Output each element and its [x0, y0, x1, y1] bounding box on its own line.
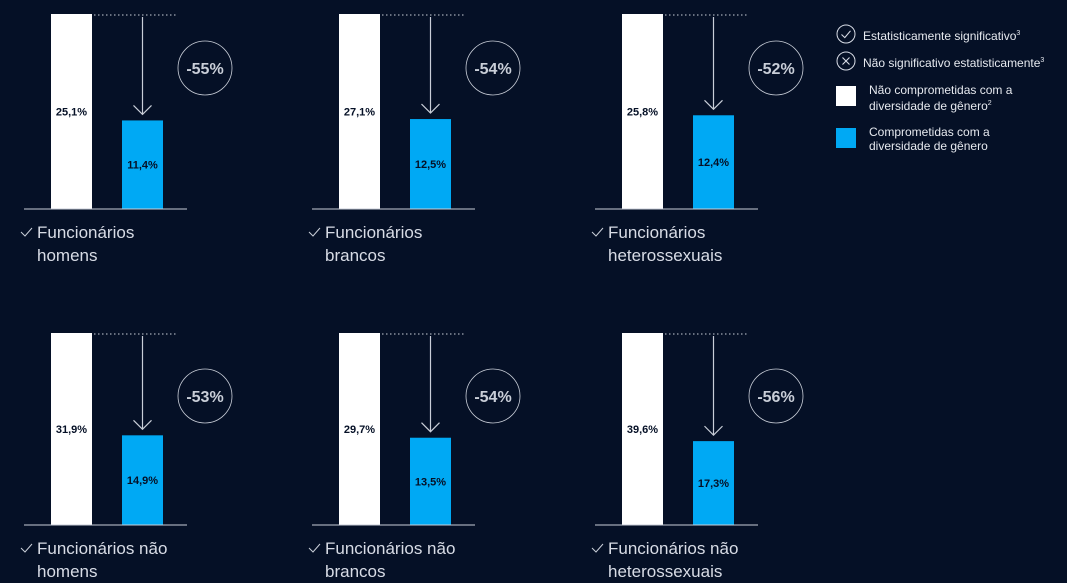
- panel-6-value-before: 39,6%: [627, 424, 658, 436]
- legend: Estatisticamente significativo3 Não sign…: [836, 24, 1067, 153]
- panel-3-bar-before: [622, 14, 663, 209]
- panel-2-label-line1: Funcionários: [325, 223, 422, 242]
- panel-4-bar-after: [122, 435, 163, 525]
- panel-1-arrow-head: [133, 105, 152, 116]
- panel-5-value-before: 29,7%: [344, 424, 375, 436]
- panel-6-label-line1: Funcionários não: [608, 539, 738, 558]
- panel-3-arrow-head: [704, 99, 723, 111]
- panel-1-label-line1: Funcionários: [37, 223, 134, 242]
- panel-1-value-after: 11,4%: [127, 160, 158, 172]
- panel-5-bar-after: [410, 437, 451, 525]
- panel-2-change-label: -54%: [474, 61, 511, 78]
- panel-3-bar-after: [693, 115, 734, 209]
- panel-4-check-icon: [20, 543, 33, 553]
- panel-1-change-circle: [177, 40, 233, 96]
- panel-5-label-line1: Funcionários não: [325, 539, 455, 558]
- panel-1-label-line2: homens: [37, 246, 97, 265]
- panel-3-change-label: -52%: [757, 61, 794, 78]
- panel-6-bar-before: [622, 333, 663, 525]
- legend-item-not-committed: Não comprometidas com a diversidade de g…: [836, 83, 1067, 113]
- panel-4-value-after: 14,9%: [127, 475, 158, 487]
- panel-1-check-icon: [20, 227, 33, 237]
- legend-label-committed: Comprometidas com a diversidade de gêner…: [869, 125, 990, 153]
- panel-5-arrow-head: [421, 422, 440, 433]
- panel-2-arrow-head: [421, 103, 440, 114]
- panel-2-bar-after: [410, 119, 451, 209]
- panel-6-change-label: -56%: [757, 389, 794, 406]
- panel-4-change-label: -53%: [186, 389, 223, 406]
- panel-5-change-circle: [465, 368, 521, 424]
- panel-4-change-circle: [177, 368, 233, 424]
- legend-item-significant: Estatisticamente significativo3: [836, 24, 1067, 44]
- legend-swatch-committed: [836, 128, 856, 148]
- panel-2-check-icon: [308, 227, 321, 237]
- legend-label-not-committed: Não comprometidas com a diversidade de g…: [869, 83, 1013, 113]
- panel-5-bar-before: [339, 333, 380, 525]
- panel-5-change-label: -54%: [474, 389, 511, 406]
- panel-6-change-circle: [748, 368, 804, 424]
- panel-2-bar-before: [339, 14, 380, 209]
- check-circle-icon: [836, 24, 856, 44]
- panel-4-arrow-head: [133, 419, 152, 431]
- panel-1-value-before: 25,1%: [56, 107, 87, 119]
- panel-6-check-icon: [591, 543, 604, 553]
- panel-6-value-after: 17,3%: [698, 478, 729, 490]
- legend-item-committed: Comprometidas com a diversidade de gêner…: [836, 125, 1067, 153]
- panel-5-check-icon: [308, 543, 321, 553]
- panel-4-label-line2: homens: [37, 562, 97, 581]
- panel-1-bar-after: [122, 120, 163, 209]
- x-circle-icon: [836, 51, 856, 71]
- panel-6-arrow-head: [704, 425, 723, 436]
- panel-3-label-line1: Funcionários: [608, 223, 705, 242]
- panel-5-value-after: 13,5%: [415, 476, 446, 488]
- panel-3-value-after: 12,4%: [698, 157, 729, 169]
- legend-item-not-significant: Não significativo estatisticamente3: [836, 51, 1067, 71]
- panel-3-label-line2: heterossexuais: [608, 246, 722, 265]
- panel-2-change-circle: [465, 40, 521, 96]
- panel-3-check-icon: [591, 227, 604, 237]
- panel-1-change-label: -55%: [186, 61, 223, 78]
- legend-swatch-not-committed: [836, 86, 856, 106]
- panel-4-label-line1: Funcionários não: [37, 539, 167, 558]
- legend-label-significant: Estatisticamente significativo3: [863, 29, 1021, 43]
- panel-5-label-line2: brancos: [325, 562, 385, 581]
- panel-4-bar-before: [51, 333, 92, 525]
- panel-6-bar-after: [693, 441, 734, 525]
- panel-6-label-line2: heterossexuais: [608, 562, 722, 581]
- panel-2-label-line2: brancos: [325, 246, 385, 265]
- panel-2-value-before: 27,1%: [344, 107, 375, 119]
- legend-label-not-significant: Não significativo estatisticamente3: [863, 56, 1045, 70]
- panel-1-bar-before: [51, 14, 92, 209]
- panel-4-value-before: 31,9%: [56, 424, 87, 436]
- panel-3-change-circle: [748, 40, 804, 96]
- panel-3-value-before: 25,8%: [627, 107, 658, 119]
- panel-2-value-after: 12,5%: [415, 159, 446, 171]
